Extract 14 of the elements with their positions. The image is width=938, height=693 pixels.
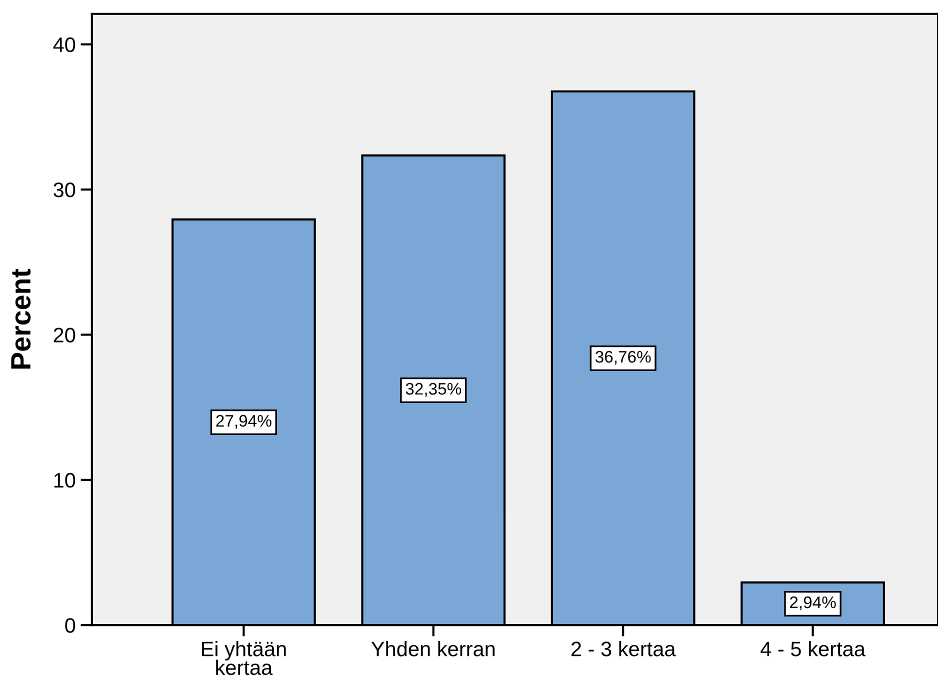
- x-tick-label: 2 - 3 kertaa: [571, 641, 676, 656]
- x-tick-label: 4 - 5 kertaa: [760, 641, 866, 656]
- x-tick-label: Yhden kerran: [371, 641, 495, 656]
- x-tick-label: Ei yhtään kertaa: [202, 641, 286, 676]
- y-tick-label: 20: [54, 328, 76, 342]
- data-label: 2,94%: [790, 596, 836, 610]
- y-tick-label: 10: [54, 472, 76, 488]
- y-axis-title: Percent: [11, 268, 31, 369]
- y-tick-label: 30: [54, 182, 76, 198]
- y-tick-label: 40: [53, 37, 76, 52]
- data-label: 32,35%: [406, 382, 462, 397]
- data-label: 36,76%: [595, 350, 651, 365]
- y-tick-label: 0: [65, 618, 76, 633]
- data-label: 27,94%: [216, 414, 272, 429]
